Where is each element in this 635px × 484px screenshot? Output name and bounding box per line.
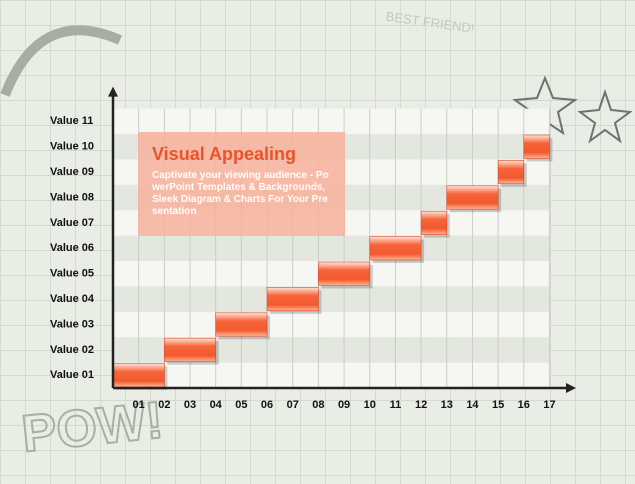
x-tick-label: 10	[364, 399, 376, 411]
x-tick-label: 05	[235, 399, 247, 411]
x-tick-label: 06	[261, 399, 273, 411]
row-stripe	[113, 311, 550, 338]
y-tick-label: Value 04	[50, 293, 95, 305]
x-tick-label: 17	[543, 399, 555, 411]
sticker-text: BEST FRIEND!	[385, 9, 476, 36]
x-tick-label: 14	[466, 399, 479, 411]
bar	[446, 185, 499, 210]
bar	[497, 160, 525, 185]
x-tick-label: 09	[338, 399, 350, 411]
x-axis-arrow	[566, 383, 576, 393]
y-tick-label: Value 09	[50, 166, 94, 178]
x-tick-label: 02	[158, 399, 170, 411]
bar	[369, 236, 422, 261]
x-tick-label: 08	[312, 399, 324, 411]
y-tick-label: Value 08	[50, 191, 94, 203]
bar	[318, 261, 371, 286]
x-tick-label: 11	[390, 399, 402, 411]
y-tick-label: Value 05	[50, 268, 94, 280]
text-box: Visual Appealing Captivate your viewing …	[138, 132, 345, 236]
row-stripe	[113, 235, 550, 261]
y-axis-arrow	[108, 86, 118, 97]
row-stripe	[113, 286, 550, 312]
y-tick-label: Value 01	[50, 369, 94, 381]
y-tick-label: Value 02	[50, 344, 94, 356]
y-tick-label: Value 06	[50, 242, 94, 254]
x-tick-label: 03	[184, 399, 196, 411]
x-tick-label: 15	[492, 399, 504, 411]
bar	[112, 363, 165, 388]
y-tick-label: Value 10	[50, 141, 94, 153]
row-stripe	[113, 108, 550, 134]
bar	[523, 134, 550, 159]
bar	[215, 312, 268, 337]
x-tick-label: 12	[415, 399, 427, 411]
star-doodle	[577, 88, 633, 144]
x-tick-label: 01	[133, 399, 145, 411]
rainbow-doodle	[0, 25, 123, 97]
bar	[420, 210, 448, 235]
bar	[164, 337, 216, 362]
x-tick-label: 16	[518, 399, 530, 411]
y-tick-label: Value 07	[50, 217, 94, 229]
x-tick-label: 04	[210, 399, 223, 411]
row-stripe	[113, 362, 550, 388]
box-subtitle: Captivate your viewing audience - PowerP…	[152, 170, 329, 217]
box-title: Visual Appealing	[152, 144, 297, 164]
y-tick-label: Value 11	[50, 115, 93, 127]
bar	[266, 287, 319, 312]
y-tick-label: Value 03	[50, 318, 94, 330]
x-tick-label: 13	[441, 399, 453, 411]
x-tick-label: 07	[287, 399, 299, 411]
